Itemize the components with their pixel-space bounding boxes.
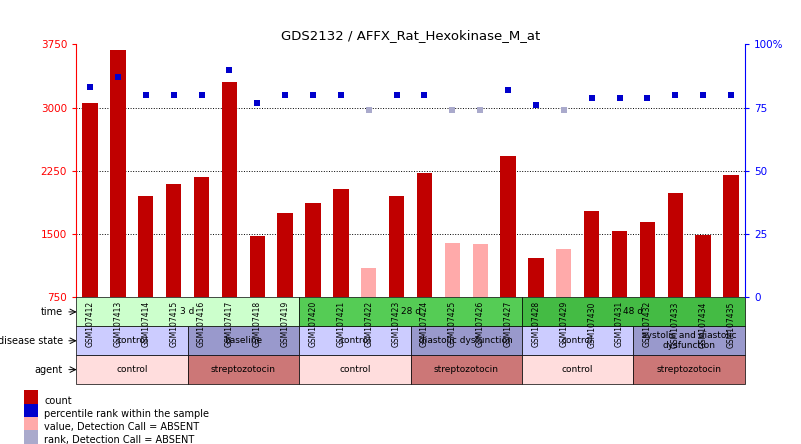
Bar [361, 268, 376, 297]
Text: GSM107432: GSM107432 [643, 301, 652, 347]
Text: GSM107417: GSM107417 [225, 301, 234, 347]
Text: systolic and diastolic
dysfunction: systolic and diastolic dysfunction [642, 331, 736, 350]
Text: baseline: baseline [224, 336, 263, 345]
Text: 3 d: 3 d [180, 307, 195, 317]
Text: control: control [339, 365, 371, 374]
Bar [473, 244, 488, 297]
Bar [187, 326, 299, 355]
Text: GSM107426: GSM107426 [476, 301, 485, 347]
Text: GSM107416: GSM107416 [197, 301, 206, 347]
Bar [24, 390, 38, 411]
Bar [24, 430, 38, 444]
Bar [389, 196, 405, 297]
Bar [305, 203, 320, 297]
Bar [299, 326, 410, 355]
Bar [522, 355, 634, 384]
Bar [299, 355, 410, 384]
Bar [522, 326, 634, 355]
Text: disease state: disease state [0, 336, 62, 346]
Bar [417, 173, 432, 297]
Text: diastolic dysfunction: diastolic dysfunction [420, 336, 513, 345]
Bar [76, 297, 299, 326]
Bar [83, 103, 98, 297]
Text: 28 d: 28 d [400, 307, 421, 317]
Bar [522, 297, 745, 326]
Bar [194, 177, 209, 297]
Text: GSM107428: GSM107428 [531, 301, 541, 347]
Text: GSM107424: GSM107424 [420, 301, 429, 347]
Text: GSM107418: GSM107418 [253, 301, 262, 347]
Text: GSM107419: GSM107419 [280, 301, 290, 347]
Bar [695, 235, 710, 297]
Text: GSM107423: GSM107423 [392, 301, 401, 347]
Text: count: count [45, 396, 72, 406]
Text: value, Detection Call = ABSENT: value, Detection Call = ABSENT [45, 422, 199, 432]
Title: GDS2132 / AFFX_Rat_Hexokinase_M_at: GDS2132 / AFFX_Rat_Hexokinase_M_at [281, 29, 540, 42]
Bar [556, 250, 571, 297]
Text: streptozotocin: streptozotocin [211, 365, 276, 374]
Text: GSM107425: GSM107425 [448, 301, 457, 347]
Bar [250, 236, 265, 297]
Text: control: control [562, 365, 594, 374]
Bar [111, 50, 126, 297]
Bar [277, 213, 293, 297]
Bar [138, 196, 154, 297]
Bar [76, 355, 187, 384]
Text: GSM107435: GSM107435 [727, 301, 735, 348]
Text: GSM107413: GSM107413 [114, 301, 123, 347]
Text: GSM107431: GSM107431 [615, 301, 624, 347]
Text: GSM107414: GSM107414 [141, 301, 151, 347]
Bar [584, 210, 599, 297]
Text: GSM107429: GSM107429 [559, 301, 568, 347]
Text: GSM107415: GSM107415 [169, 301, 178, 347]
Text: time: time [41, 307, 62, 317]
Text: streptozotocin: streptozotocin [657, 365, 722, 374]
Bar [76, 326, 187, 355]
Bar [333, 189, 348, 297]
Text: GSM107433: GSM107433 [670, 301, 680, 348]
Bar [299, 297, 522, 326]
Text: control: control [562, 336, 594, 345]
Text: GSM107412: GSM107412 [86, 301, 95, 347]
Text: rank, Detection Call = ABSENT: rank, Detection Call = ABSENT [45, 436, 195, 444]
Bar [501, 156, 516, 297]
Bar [634, 326, 745, 355]
Text: GSM107420: GSM107420 [308, 301, 317, 347]
Bar [410, 326, 522, 355]
Text: percentile rank within the sample: percentile rank within the sample [45, 409, 210, 419]
Text: GSM107434: GSM107434 [698, 301, 707, 348]
Bar [410, 355, 522, 384]
Bar [667, 193, 683, 297]
Bar [640, 222, 655, 297]
Bar [166, 184, 181, 297]
Text: agent: agent [34, 365, 62, 375]
Text: 48 d: 48 d [623, 307, 643, 317]
Text: GSM107422: GSM107422 [364, 301, 373, 347]
Text: GSM107427: GSM107427 [504, 301, 513, 347]
Text: control: control [339, 336, 371, 345]
Bar [723, 175, 739, 297]
Text: GSM107430: GSM107430 [587, 301, 596, 348]
Bar [187, 355, 299, 384]
Text: streptozotocin: streptozotocin [434, 365, 499, 374]
Bar [445, 242, 460, 297]
Bar [24, 404, 38, 424]
Bar [634, 355, 745, 384]
Bar [612, 231, 627, 297]
Bar [24, 417, 38, 438]
Text: control: control [116, 336, 147, 345]
Text: control: control [116, 365, 147, 374]
Bar [222, 82, 237, 297]
Bar [528, 258, 544, 297]
Text: GSM107421: GSM107421 [336, 301, 345, 347]
